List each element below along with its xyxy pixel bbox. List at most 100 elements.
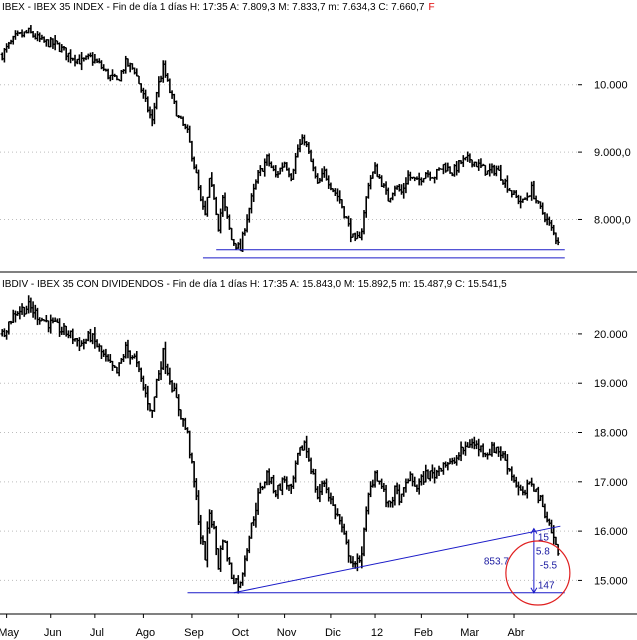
ohlc-bar [404, 177, 408, 194]
ohlc-bar [470, 159, 474, 168]
ohlc-bar [86, 53, 90, 60]
ohlc-bar [346, 539, 351, 563]
ohlc-bar [481, 443, 485, 458]
ohlc-bar [216, 213, 221, 232]
ohlc-bar [88, 52, 93, 58]
ohlc-bar [9, 39, 13, 45]
ohlc-bar [547, 216, 551, 226]
ohlc-bar [20, 29, 24, 38]
ohlc-bar [62, 323, 66, 335]
ohlc-bar [91, 52, 95, 66]
ohlc-bar [322, 166, 326, 178]
ohlc-bar [346, 215, 351, 227]
ohlc-bar [543, 212, 547, 223]
ohlc-bar [505, 454, 510, 475]
ohlc-bar [274, 489, 278, 498]
ohlc-bar [245, 214, 249, 233]
ohlc-bar [66, 330, 70, 339]
bottom-chart-header: IBDIV - IBEX 35 CON DIVIDENDOS - Fin de … [2, 279, 507, 290]
highlight-circle [505, 540, 571, 606]
ohlc-bar [68, 49, 73, 64]
ohlc-bar [280, 477, 284, 496]
y-tick-label: 18.000 [594, 428, 628, 440]
ohlc-bar [11, 309, 15, 324]
ohlc-bar [258, 482, 262, 494]
month-label: Dic [325, 627, 341, 639]
ohlc-bar [455, 161, 459, 176]
ohlc-bar [349, 218, 353, 243]
ohlc-bar [212, 184, 216, 200]
ohlc-bar [265, 470, 269, 486]
ohlc-bar [267, 468, 271, 486]
ohlc-bar [309, 149, 313, 163]
ohlc-bar [437, 465, 441, 477]
target-high-label: 15 [538, 533, 550, 544]
ohlc-bar [207, 177, 212, 198]
ohlc-bar [525, 479, 529, 499]
ohlc-bar [271, 474, 276, 494]
target-neg-label: -5.5 [540, 561, 558, 572]
ohlc-bar [554, 536, 558, 546]
ohlc-bar [499, 164, 503, 181]
month-label: Ago [136, 627, 156, 639]
ohlc-bar [335, 188, 340, 202]
y-tick-label: 10.000 [594, 80, 628, 92]
ohlc-bar [219, 545, 223, 572]
ohlc-bar [327, 175, 331, 189]
y-tick-label: 19.000 [594, 378, 628, 390]
ohlc-bar [188, 125, 192, 143]
ohlc-bar [305, 435, 309, 459]
ohlc-bar [256, 488, 260, 515]
ohlc-bar [329, 492, 333, 505]
ohlc-bar [547, 518, 551, 526]
ohlc-bar [468, 439, 472, 448]
ohlc-bar [477, 159, 481, 171]
ohlc-bar [413, 476, 417, 487]
ohlc-bar [77, 337, 82, 352]
ohlc-bar [234, 242, 238, 251]
ohlc-bar [214, 196, 218, 216]
ohlc-bar [338, 513, 342, 525]
ohlc-bar [375, 470, 379, 482]
ohlc-bar [375, 163, 379, 178]
ohlc-bar [382, 483, 386, 492]
ohlc-bar [338, 190, 342, 204]
ohlc-bar [135, 68, 139, 77]
ohlc-bar [119, 358, 123, 364]
ohlc-bar [393, 185, 397, 197]
ohlc-bar [510, 466, 514, 481]
ohlc-bar [530, 181, 534, 201]
ohlc-bar [501, 451, 505, 459]
month-label: Jun [44, 627, 62, 639]
ohlc-bar [318, 483, 322, 503]
ohlc-bar [172, 382, 176, 392]
y-tick-label: 8.000,0 [594, 214, 631, 226]
ohlc-bar [267, 153, 271, 167]
y-tick-label: 20.000 [594, 329, 628, 341]
ohlc-bar [144, 89, 148, 102]
ohlc-bar [373, 162, 377, 175]
month-label: Sep [184, 627, 204, 639]
ohlc-bar [35, 31, 40, 42]
ohlc-bar [417, 478, 421, 495]
ohlc-bar [278, 483, 282, 491]
ohlc-bar [263, 158, 267, 177]
ohlc-bar [298, 446, 302, 456]
ohlc-bar [230, 227, 234, 241]
ohlc-bar [556, 543, 560, 556]
ohlc-bar [477, 438, 481, 457]
ohlc-bar [108, 74, 112, 82]
ohlc-bar [194, 478, 198, 501]
ohlc-bar [80, 51, 84, 71]
ohlc-bar [424, 464, 428, 483]
ohlc-bar [386, 500, 390, 508]
ohlc-bar [31, 301, 35, 318]
ohlc-bar [201, 535, 205, 545]
ohlc-bar [444, 461, 448, 468]
ohlc-bar [428, 171, 432, 181]
ohlc-bar [426, 469, 430, 480]
ohlc-bar [183, 123, 187, 130]
ohlc-bar [516, 481, 521, 496]
ohlc-bar [357, 555, 362, 563]
